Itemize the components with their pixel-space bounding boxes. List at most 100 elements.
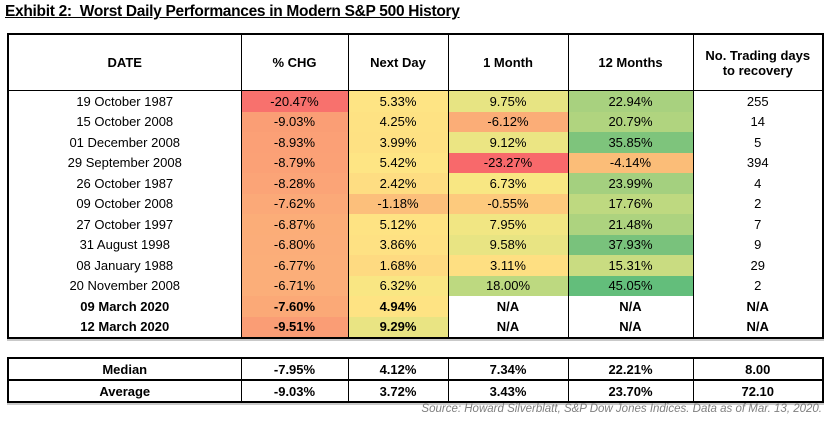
next-day-cell: 6.32% <box>347 275 449 296</box>
twelve-months-cell: 20.79% <box>567 111 694 132</box>
one-month-cell: 9.58% <box>447 234 569 255</box>
one-month-cell: -6.12% <box>447 111 569 132</box>
twelve-months-cell: N/A <box>567 316 694 338</box>
table-row: 27 October 1997 -6.87% 5.12% 7.95% 21.48% 7 <box>7 214 824 235</box>
table-row: 29 September 2008 -8.79% 5.42% -23.27% -4.14… <box>7 152 824 173</box>
col-header-twelve-months: 12 Months <box>567 33 694 91</box>
summary-label-cell: Average <box>7 379 242 403</box>
date-cell: 12 March 2020 <box>7 316 242 338</box>
summary-row: Average -9.03% 3.72% 3.43% 23.70% 72.10 <box>7 379 824 403</box>
date-cell: 08 January 1988 <box>7 255 242 276</box>
next-day-cell: 3.72% <box>347 379 449 403</box>
next-day-cell: -1.18% <box>347 193 449 214</box>
one-month-cell: 9.75% <box>447 90 569 112</box>
recovery-days-cell: 9 <box>692 234 824 255</box>
col-header-date: DATE <box>7 33 242 91</box>
date-cell: 29 September 2008 <box>7 152 242 173</box>
date-cell: 01 December 2008 <box>7 132 242 153</box>
next-day-cell: 3.99% <box>347 132 449 153</box>
twelve-months-cell: N/A <box>567 296 694 317</box>
twelve-months-cell: 22.21% <box>567 357 694 381</box>
recovery-days-cell: 394 <box>692 152 824 173</box>
twelve-months-cell: 15.31% <box>567 255 694 276</box>
pct-chg-cell: -9.03% <box>240 111 349 132</box>
next-day-cell: 4.25% <box>347 111 449 132</box>
recovery-days-cell: N/A <box>692 296 824 317</box>
one-month-cell: 7.95% <box>447 214 569 235</box>
pct-chg-cell: -8.28% <box>240 173 349 194</box>
pct-chg-cell: -7.95% <box>240 357 349 381</box>
recovery-days-cell: 2 <box>692 275 824 296</box>
twelve-months-cell: 23.70% <box>567 379 694 403</box>
table-row: 15 October 2008 -9.03% 4.25% -6.12% 20.79% 14 <box>7 111 824 132</box>
next-day-cell: 3.86% <box>347 234 449 255</box>
table-row: 08 January 1988 -6.77% 1.68% 3.11% 15.31% 29 <box>7 255 824 276</box>
next-day-cell: 5.33% <box>347 90 449 112</box>
next-day-cell: 4.94% <box>347 296 449 317</box>
recovery-days-cell: N/A <box>692 316 824 338</box>
table-row: 12 March 2020 -9.51% 9.29% N/A N/A N/A <box>7 316 824 338</box>
pct-chg-cell: -8.79% <box>240 152 349 173</box>
summary-row: Median -7.95% 4.12% 7.34% 22.21% 8.00 <box>7 357 824 381</box>
one-month-cell: 3.43% <box>447 379 569 403</box>
one-month-cell: -23.27% <box>447 152 569 173</box>
recovery-days-cell: 14 <box>692 111 824 132</box>
source-note: Source: Howard Silverblatt, S&P Dow Jone… <box>421 403 822 415</box>
one-month-cell: 18.00% <box>447 275 569 296</box>
col-header-next-day: Next Day <box>347 33 449 91</box>
pct-chg-cell: -6.80% <box>240 234 349 255</box>
col-header-one-month: 1 Month <box>447 33 569 91</box>
summary-label-cell: Median <box>7 357 242 381</box>
pct-chg-cell: -6.87% <box>240 214 349 235</box>
pct-chg-cell: -20.47% <box>240 90 349 112</box>
next-day-cell: 9.29% <box>347 316 449 338</box>
one-month-cell: 6.73% <box>447 173 569 194</box>
exhibit-title: Exhibit 2: Worst Daily Performances in M… <box>5 3 460 20</box>
summary-table: Median -7.95% 4.12% 7.34% 22.21% 8.00 Average -… <box>7 357 824 403</box>
recovery-days-cell: 29 <box>692 255 824 276</box>
date-cell: 27 October 1997 <box>7 214 242 235</box>
col-header-recovery-days: No. Trading days to recovery <box>692 33 824 91</box>
twelve-months-cell: 45.05% <box>567 275 694 296</box>
date-cell: 20 November 2008 <box>7 275 242 296</box>
recovery-days-cell: 2 <box>692 193 824 214</box>
date-cell: 09 October 2008 <box>7 193 242 214</box>
pct-chg-cell: -7.60% <box>240 296 349 317</box>
one-month-cell: N/A <box>447 316 569 338</box>
performance-table: DATE % CHG Next Day 1 Month 12 Months No… <box>7 33 824 339</box>
recovery-days-cell: 255 <box>692 90 824 112</box>
one-month-cell: -0.55% <box>447 193 569 214</box>
date-cell: 15 October 2008 <box>7 111 242 132</box>
table-row: 20 November 2008 -6.71% 6.32% 18.00% 45.05% 2 <box>7 275 824 296</box>
twelve-months-cell: 23.99% <box>567 173 694 194</box>
table-row: 09 October 2008 -7.62% -1.18% -0.55% 17.76% 2 <box>7 193 824 214</box>
one-month-cell: N/A <box>447 296 569 317</box>
col-header-pct-chg: % CHG <box>240 33 349 91</box>
twelve-months-cell: 21.48% <box>567 214 694 235</box>
date-cell: 19 October 1987 <box>7 90 242 112</box>
recovery-days-cell: 7 <box>692 214 824 235</box>
recovery-days-cell: 4 <box>692 173 824 194</box>
table-row: 09 March 2020 -7.60% 4.94% N/A N/A N/A <box>7 296 824 317</box>
twelve-months-cell: 17.76% <box>567 193 694 214</box>
pct-chg-cell: -9.51% <box>240 316 349 338</box>
recovery-days-cell: 8.00 <box>692 357 824 381</box>
twelve-months-cell: -4.14% <box>567 152 694 173</box>
recovery-days-cell: 72.10 <box>692 379 824 403</box>
next-day-cell: 2.42% <box>347 173 449 194</box>
next-day-cell: 4.12% <box>347 357 449 381</box>
twelve-months-cell: 37.93% <box>567 234 694 255</box>
date-cell: 09 March 2020 <box>7 296 242 317</box>
one-month-cell: 3.11% <box>447 255 569 276</box>
twelve-months-cell: 22.94% <box>567 90 694 112</box>
next-day-cell: 5.42% <box>347 152 449 173</box>
table-row: 01 December 2008 -8.93% 3.99% 9.12% 35.85% 5 <box>7 132 824 153</box>
pct-chg-cell: -9.03% <box>240 379 349 403</box>
table-row: 19 October 1987 -20.47% 5.33% 9.75% 22.94% 25… <box>7 90 824 112</box>
twelve-months-cell: 35.85% <box>567 132 694 153</box>
one-month-cell: 7.34% <box>447 357 569 381</box>
date-cell: 26 October 1987 <box>7 173 242 194</box>
table-row: 26 October 1987 -8.28% 2.42% 6.73% 23.99% 4 <box>7 173 824 194</box>
next-day-cell: 1.68% <box>347 255 449 276</box>
